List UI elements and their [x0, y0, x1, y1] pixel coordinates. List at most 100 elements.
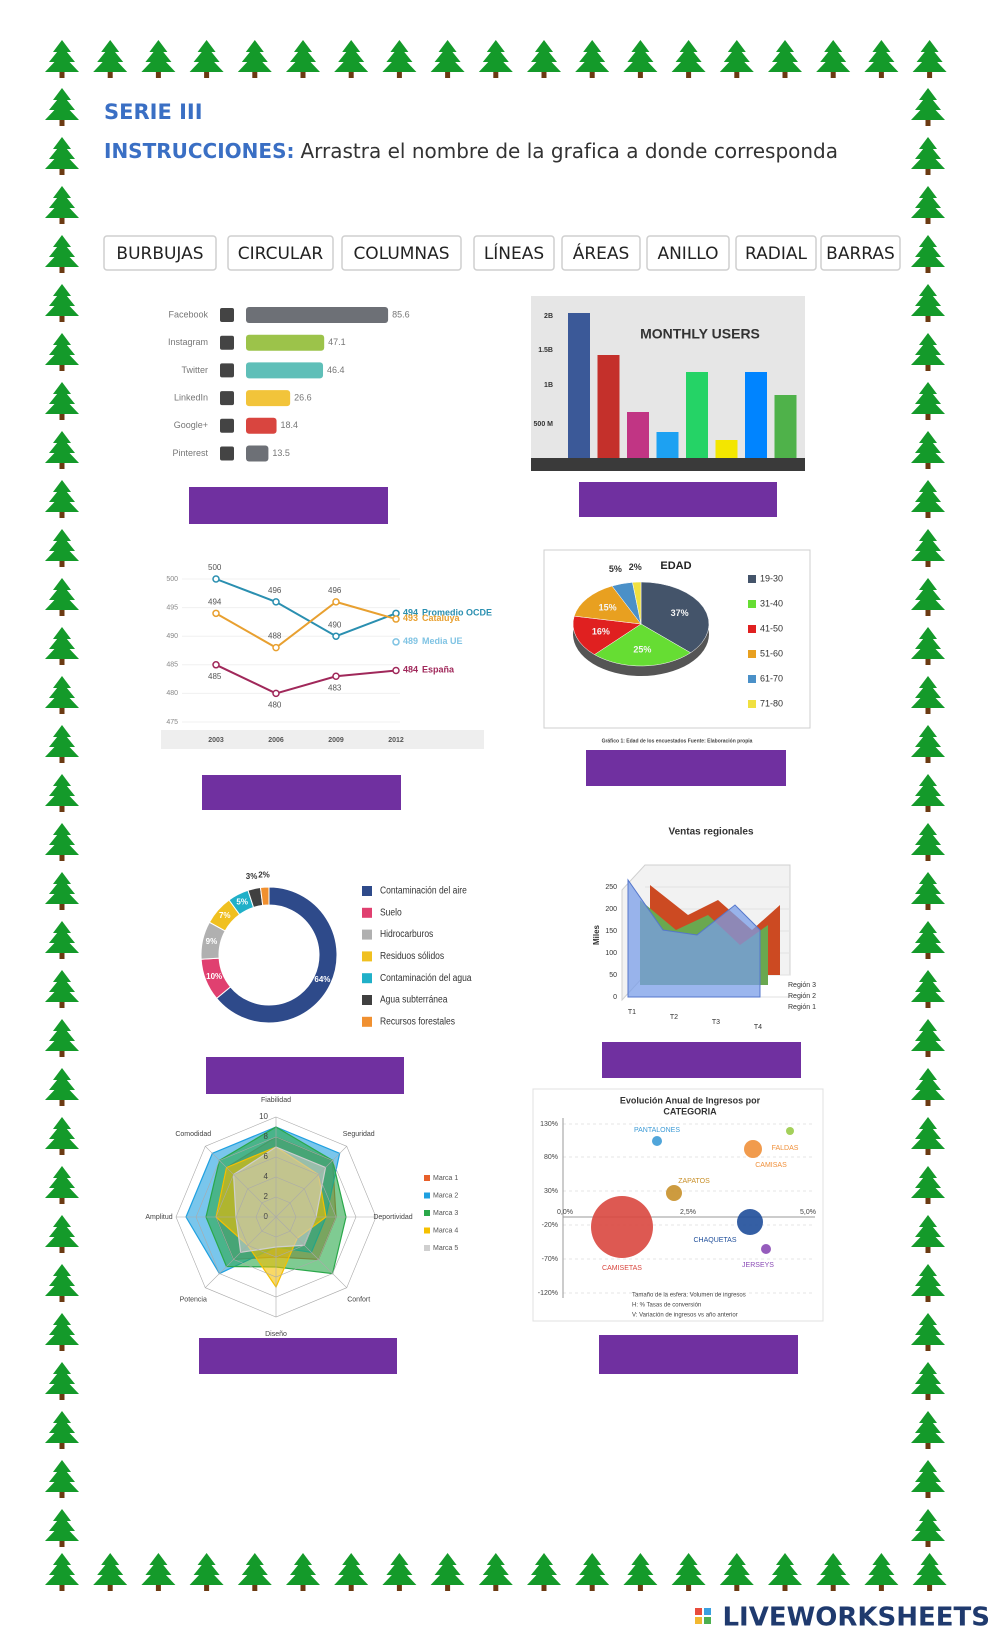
tree: [141, 40, 176, 78]
pie-legend-swatch: [748, 650, 756, 658]
radar-spoke: [205, 1146, 277, 1218]
draggable-option[interactable]: BARRAS: [820, 235, 901, 271]
bar-icon: [220, 363, 234, 378]
draggable-option[interactable]: CIRCULAR: [227, 235, 334, 271]
donut-legend-swatch: [362, 951, 372, 962]
bar: [246, 417, 277, 434]
tree: [911, 1215, 945, 1253]
drop-zone[interactable]: [579, 482, 777, 517]
bubbles-x-tick: 0,0%: [557, 1209, 573, 1216]
option-label[interactable]: CIRCULAR: [238, 244, 324, 264]
line-end-label: 489 Media UE: [403, 636, 463, 646]
radar-legend-label: Marca 1: [433, 1175, 458, 1182]
donut-value-label: 64%: [314, 975, 330, 984]
bar-label: Google+: [174, 420, 208, 430]
draggable-option[interactable]: RADIAL: [735, 235, 817, 271]
series-title: SERIE III: [104, 100, 203, 124]
pie-legend-label: 51-60: [760, 648, 783, 658]
tree: [911, 1411, 945, 1449]
tree: [911, 137, 945, 175]
areas-y-tick: 100: [605, 950, 617, 957]
bar-label: Facebook: [168, 309, 208, 319]
drop-zone[interactable]: [599, 1335, 798, 1374]
tree: [671, 1553, 706, 1591]
tree: [45, 137, 79, 175]
draggable-option[interactable]: ANILLO: [646, 235, 730, 271]
option-box[interactable]: [820, 235, 901, 271]
tree: [45, 284, 79, 322]
option-label[interactable]: BARRAS: [826, 244, 895, 264]
donut-legend-swatch: [362, 929, 372, 940]
pie-value-label: 15%: [599, 602, 617, 612]
option-box[interactable]: [473, 235, 555, 271]
draggable-option[interactable]: COLUMNAS: [341, 235, 462, 271]
option-box[interactable]: [103, 235, 217, 271]
donut-value-label: 2%: [258, 870, 270, 879]
radar-axis-label: Seguridad: [343, 1131, 375, 1138]
lines-y-tick: 480: [166, 690, 178, 697]
pie-legend-label: 41-50: [760, 623, 783, 633]
radar-legend-swatch: [424, 1192, 430, 1199]
option-label[interactable]: BURBUJAS: [116, 244, 203, 264]
line-point: [272, 598, 280, 606]
tree: [45, 1411, 79, 1449]
option-box[interactable]: [561, 235, 641, 271]
tree: [911, 1264, 945, 1302]
option-box[interactable]: [735, 235, 817, 271]
option-label[interactable]: RADIAL: [745, 244, 807, 264]
tree: [45, 725, 79, 763]
donut-segment: [259, 886, 270, 906]
drop-zone[interactable]: [586, 750, 786, 786]
drop-zone[interactable]: [202, 775, 401, 810]
pie-legend-label: 61-70: [760, 673, 783, 683]
draggable-option[interactable]: LÍNEAS: [473, 235, 555, 271]
column: [627, 412, 649, 458]
tree: [911, 1068, 945, 1106]
bubble: [666, 1185, 682, 1201]
tree: [864, 1553, 899, 1591]
option-label[interactable]: LÍNEAS: [484, 242, 544, 264]
draggable-option[interactable]: BURBUJAS: [103, 235, 217, 271]
drop-zone[interactable]: [602, 1042, 801, 1078]
tree: [911, 676, 945, 714]
areas-y-tick: 150: [605, 928, 617, 935]
line-end-label: 493 Cataluya: [403, 613, 461, 623]
tree: [286, 40, 320, 78]
pie-legend-label: 31-40: [760, 598, 783, 608]
tree: [45, 1166, 79, 1204]
option-box[interactable]: [341, 235, 462, 271]
logo-text: LIVEWORKSHEETS: [722, 1603, 990, 1633]
lines-y-tick: 500: [166, 576, 178, 583]
tree: [768, 1553, 802, 1591]
option-box[interactable]: [646, 235, 730, 271]
areas-y-tick: 0: [613, 994, 617, 1001]
option-label[interactable]: COLUMNAS: [353, 244, 449, 264]
bubble-label: CAMISAS: [755, 1162, 787, 1169]
draggable-option[interactable]: ÁREAS: [561, 235, 641, 271]
drop-zone[interactable]: [199, 1338, 397, 1374]
line-point-label: 490: [328, 620, 342, 629]
radar-legend-swatch: [424, 1175, 430, 1181]
bubble-label: ZAPATOS: [678, 1178, 710, 1185]
option-box[interactable]: [227, 235, 334, 271]
donut-legend-swatch: [362, 973, 372, 984]
bubbles-x-tick: 2,5%: [680, 1209, 696, 1216]
tree: [911, 1362, 945, 1400]
tree: [45, 1215, 79, 1253]
donut-legend-label: Residuos sólidos: [380, 950, 444, 961]
tree: [911, 1313, 945, 1351]
columns-y-tick: 2B: [544, 313, 553, 320]
drop-zone[interactable]: [206, 1057, 404, 1094]
column: [745, 372, 767, 458]
bubbles-note: V: Variación de ingresos vs año anterior: [632, 1313, 738, 1319]
tree: [575, 40, 610, 78]
tree: [45, 1117, 79, 1155]
option-label[interactable]: ANILLO: [657, 244, 718, 264]
logo: LIVEWORKSHEETS: [695, 1603, 990, 1633]
line-end-name: Promedio OCDE: [422, 608, 492, 618]
lines-y-tick: 485: [166, 662, 178, 669]
drop-zone[interactable]: [189, 487, 388, 524]
option-label[interactable]: ÁREAS: [573, 242, 630, 264]
donut-legend-label: Recursos forestales: [380, 1016, 455, 1027]
tree: [45, 872, 79, 910]
